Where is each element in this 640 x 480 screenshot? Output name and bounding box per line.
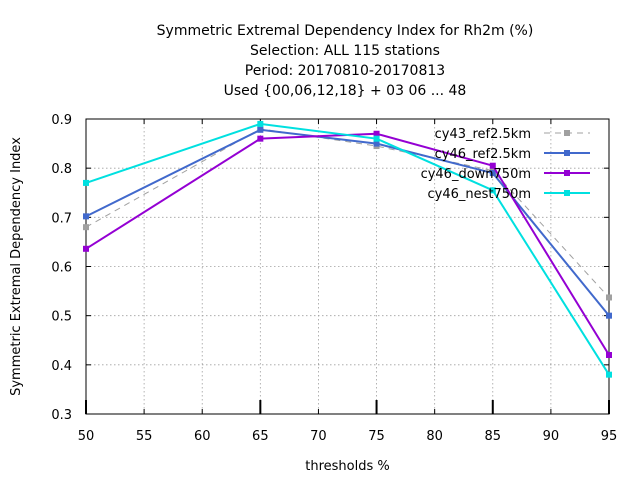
y-tick-label: 0.3	[51, 408, 72, 423]
title-line-3: Period: 20170810-20170813	[245, 63, 445, 79]
y-tick-label: 0.5	[51, 310, 72, 325]
legend-item: cy46_down750m	[421, 167, 590, 182]
x-tick-label: 60	[194, 429, 211, 444]
x-tick-label: 50	[78, 429, 95, 444]
x-tick-label: 65	[252, 429, 269, 444]
data-point	[606, 371, 612, 378]
data-point	[83, 213, 89, 220]
y-tick-label: 0.7	[51, 211, 72, 226]
data-point	[489, 187, 496, 194]
data-point	[489, 162, 496, 169]
legend-marker	[564, 170, 570, 176]
data-point	[373, 130, 380, 137]
data-point	[606, 352, 612, 358]
y-tick-label: 0.9	[51, 113, 72, 128]
data-point	[257, 135, 264, 142]
chart-title: Symmetric Extremal Dependency Index for …	[157, 23, 534, 99]
data-point	[606, 294, 612, 301]
data-point	[606, 312, 612, 319]
legend: cy43_ref2.5km cy46_ref2.5km cy46_down750mc…	[421, 127, 590, 202]
series-cy46_down750m	[83, 130, 612, 358]
legend-marker	[564, 190, 570, 196]
grid	[86, 119, 609, 414]
series-cy46_ref2.5km	[83, 126, 612, 319]
title-line-2: Selection: ALL 115 stations	[250, 43, 440, 59]
data-point	[373, 135, 380, 142]
legend-label: cy43_ref2.5km	[435, 127, 531, 142]
data-point	[373, 140, 380, 147]
x-tick-label: 90	[543, 429, 560, 444]
y-tick-label: 0.4	[51, 359, 72, 374]
y-axis-label: Symmetric Extremal Dependency Index	[9, 137, 24, 396]
series-line	[85, 128, 610, 298]
data-point	[257, 120, 264, 127]
data-point	[489, 170, 496, 177]
series-lines	[83, 120, 612, 378]
title-line-4: Used {00,06,12,18} + 03 06 ... 48	[224, 83, 467, 99]
legend-item: cy46_nest750m	[428, 187, 590, 202]
legend-label: cy46_down750m	[421, 167, 531, 182]
legend-marker	[564, 150, 570, 156]
series-cy46_nest750m	[83, 120, 612, 378]
title-line-1: Symmetric Extremal Dependency Index for …	[157, 23, 534, 39]
data-point	[257, 126, 264, 133]
legend-item: cy43_ref2.5km	[435, 127, 590, 142]
y-tick-label: 0.6	[51, 261, 72, 276]
legend-label: cy46_ref2.5km	[435, 147, 531, 162]
x-tick-label: 75	[368, 429, 385, 444]
legend-label: cy46_nest750m	[428, 187, 531, 202]
legend-item: cy46_ref2.5km	[435, 147, 590, 162]
x-tick-label: 70	[310, 429, 327, 444]
x-axis-label: thresholds %	[305, 459, 389, 474]
x-tick-label: 95	[601, 429, 618, 444]
x-tick-label: 80	[426, 429, 443, 444]
legend-marker	[564, 130, 570, 136]
data-point	[83, 224, 89, 231]
x-axis: 50 55 60 65 70 75 80 85 90 95	[78, 119, 618, 444]
data-point	[83, 245, 89, 252]
series-cy43_ref2.5km	[83, 125, 612, 301]
data-point	[83, 179, 89, 186]
x-tick-label: 85	[485, 429, 502, 444]
y-tick-label: 0.8	[51, 162, 72, 177]
x-tick-label: 55	[136, 429, 153, 444]
y-axis: 0.3 0.4 0.5 0.6 0.7 0.8 0.9	[51, 113, 609, 423]
